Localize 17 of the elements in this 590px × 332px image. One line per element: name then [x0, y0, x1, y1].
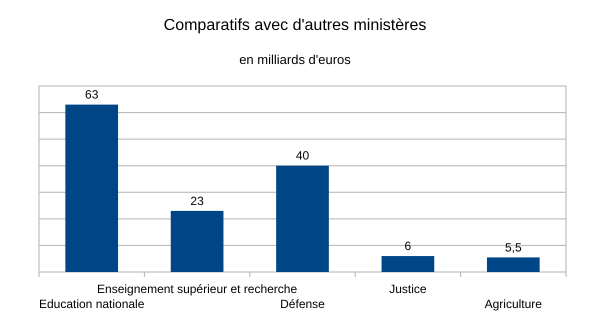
x-tick-label: Justice	[389, 282, 427, 296]
bar	[170, 210, 224, 272]
data-label: 5,5	[504, 240, 522, 254]
bar	[276, 166, 329, 272]
chart-subtitle: en milliards d'euros	[239, 52, 352, 67]
chart-title: Comparatifs avec d'autres ministères	[164, 17, 426, 34]
x-tick-label: Défense	[280, 297, 326, 311]
x-tick-label: Agriculture	[484, 297, 542, 311]
x-tick-label: Enseignement supérieur et recherche	[97, 282, 298, 296]
data-label: 63	[85, 88, 99, 102]
data-label: 6	[404, 239, 412, 254]
bar	[486, 257, 540, 272]
x-tick-label: Education nationale	[38, 297, 145, 311]
bar	[65, 104, 118, 272]
data-label: 40	[296, 148, 310, 163]
bar	[382, 256, 434, 272]
data-label: 23	[190, 194, 204, 208]
